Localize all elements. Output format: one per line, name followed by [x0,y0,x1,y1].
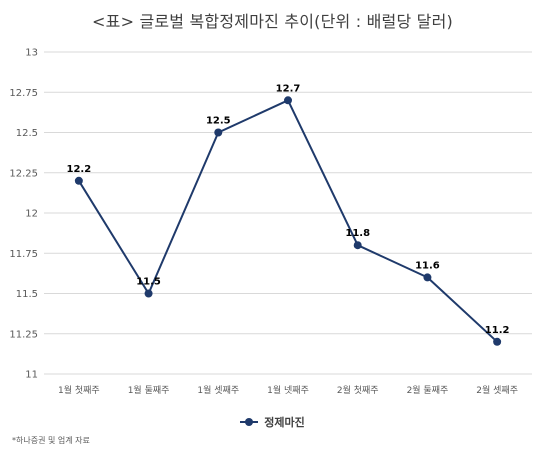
data-point [493,337,502,346]
data-label: 12.2 [67,164,92,175]
x-tick-label: 2월 셋째주 [476,384,518,396]
y-tick-label: 12 [25,209,38,220]
y-tick-label: 12.5 [16,128,38,139]
y-tick-label: 13 [25,48,38,59]
y-tick-label: 11.75 [9,249,38,260]
x-axis-ticks: 1월 첫째주 1월 둘째주 1월 셋째주 1월 넷째주 2월 첫째주 2월 둘째주 2월 셋… [58,384,518,396]
data-point [353,241,362,250]
x-tick-label: 2월 둘째주 [407,384,449,396]
data-labels: 12.2 11.5 12.5 12.7 11.8 11.6 11.2 [67,83,510,335]
data-label: 11.2 [485,325,510,336]
gridlines [44,51,532,375]
data-point [74,176,83,185]
series-jeongje-margin [74,96,502,346]
chart-title: <표> 글로벌 복합정제마진 추이(단위 : 배럴당 달러) [92,12,453,31]
data-label: 12.5 [206,116,231,127]
x-tick-label: 2월 첫째주 [337,384,379,396]
data-label: 11.5 [136,277,161,288]
y-tick-label: 12.25 [9,168,38,179]
y-tick-label: 11.5 [16,289,38,300]
data-point [214,128,223,137]
y-tick-label: 11 [25,370,38,381]
data-label: 11.8 [345,228,370,239]
y-tick-label: 11.25 [9,329,38,340]
legend-marker-icon [240,417,259,427]
data-point [284,96,292,105]
legend-label: 정제마진 [264,416,305,429]
x-tick-label: 1월 셋째주 [197,384,239,396]
x-tick-label: 1월 넷째주 [267,384,309,396]
data-point [423,273,432,282]
data-point [144,289,153,298]
x-tick-label: 1월 첫째주 [58,384,100,396]
y-tick-label: 12.75 [9,88,38,99]
data-label: 11.6 [415,260,440,271]
source-note: *하나증권 및 업계 자료 [12,436,90,445]
series-line [78,99,498,343]
y-axis-ticks: 11 11.25 11.5 11.75 12 12.25 12.5 12.75 13 [9,48,38,381]
legend: 정제마진 [0,414,545,430]
data-label: 12.7 [276,83,301,94]
x-tick-label: 1월 둘째주 [128,384,170,396]
